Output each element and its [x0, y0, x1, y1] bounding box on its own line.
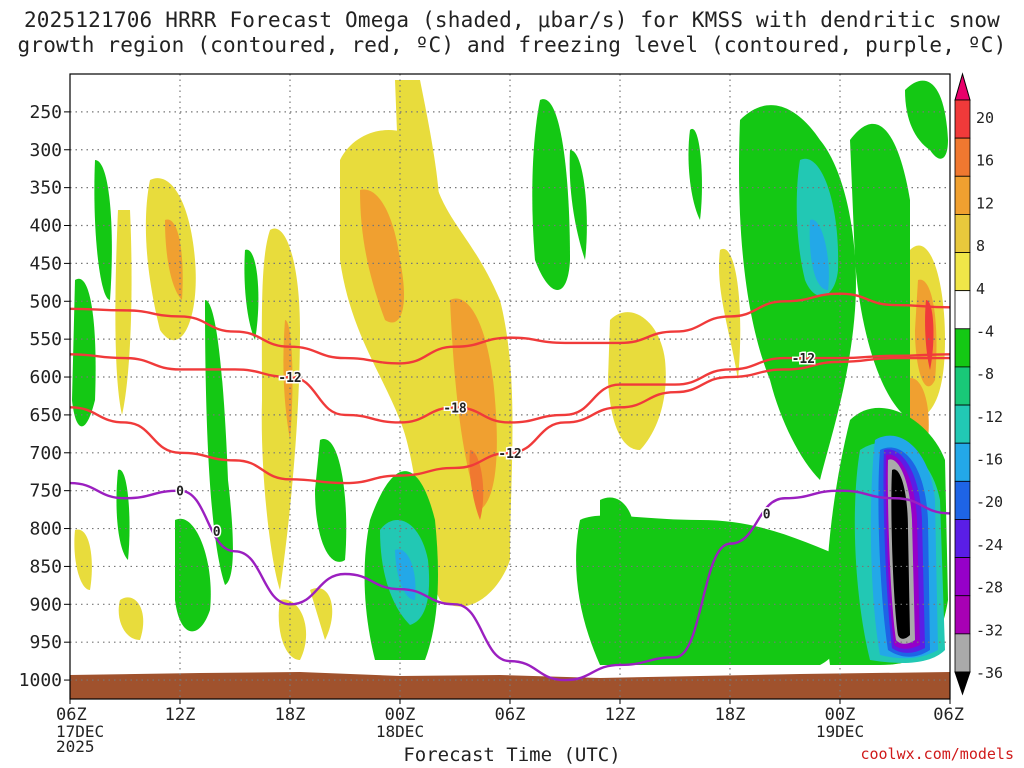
y-tick-label: 800 [29, 519, 62, 540]
y-tick-label: 850 [29, 556, 62, 577]
y-tick-label: 650 [29, 405, 62, 426]
colorbar-tick-label: -4 [976, 322, 994, 340]
x-tick-label: 18Z [715, 705, 746, 725]
colorbar-swatch [954, 175, 971, 215]
colorbar-swatch [954, 99, 971, 139]
freezing-contour-label: 0 [763, 507, 771, 522]
dgz-contour-label: -12 [498, 447, 521, 462]
colorbar-swatch [954, 328, 971, 368]
x-axis-title: Forecast Time (UTC) [403, 744, 621, 766]
y-tick-label: 500 [29, 291, 62, 312]
y-tick-label: 700 [29, 443, 62, 464]
y-tick-label: 900 [29, 594, 62, 615]
site-credit: coolwx.com/models [860, 745, 1014, 763]
freezing-contour-label: 0 [213, 525, 221, 540]
colorbar-swatch [954, 480, 971, 520]
chart-title-line-2: growth region (contoured, red, ºC) and f… [17, 33, 1007, 57]
colorbar-swatch [954, 404, 971, 444]
colorbar-tick-label: -24 [976, 536, 1003, 554]
colorbar-tick-label: -36 [976, 664, 1003, 682]
colorbar-top-triangle [954, 72, 971, 101]
y-tick-label: 400 [29, 216, 62, 237]
x-tick-label: 18Z [275, 705, 306, 725]
colorbar-swatch [954, 137, 971, 177]
colorbar-tick-label: -8 [976, 365, 994, 383]
colorbar-tick-label: 20 [976, 109, 994, 127]
y-tick-label: 1000 [19, 670, 62, 691]
x-tick-label: 06Z [56, 705, 87, 725]
colorbar-tick-label: 4 [976, 280, 985, 298]
y-tick-label: 750 [29, 481, 62, 502]
contour-freezing-level [70, 481, 950, 682]
colorbar-tick-label: -16 [976, 451, 1003, 469]
contour-dgz-bottom [70, 356, 950, 485]
colorbar-swatch [954, 633, 971, 673]
freezing-contour-label: 0 [176, 485, 184, 500]
contour-lines [70, 292, 950, 682]
x-tick-label: 00Z [825, 705, 856, 725]
x-date-label: 17DEC [56, 722, 104, 741]
colorbar-swatch [954, 366, 971, 406]
chart-title-line-1: 2025121706 HRRR Forecast Omega (shaded, … [23, 8, 1001, 32]
y-tick-label: 600 [29, 367, 62, 388]
colorbar-swatch [954, 442, 971, 482]
x-date-label: 2025 [56, 737, 95, 756]
contour-dgz-top [70, 292, 950, 365]
colorbar-swatch [954, 557, 971, 597]
colorbar-tick-label: 12 [976, 194, 994, 212]
colorbar-swatch [954, 213, 971, 253]
x-date-label: 19DEC [816, 722, 864, 741]
y-tick-label: 300 [29, 140, 62, 161]
colorbar-swatch [954, 252, 971, 292]
x-tick-label: 12Z [165, 705, 196, 725]
x-date-label: 18DEC [376, 722, 424, 741]
colorbar-tick-label: -32 [976, 621, 1003, 639]
plot-frame [69, 73, 951, 700]
x-tick-label: 06Z [933, 705, 964, 725]
x-tick-label: 00Z [385, 705, 416, 725]
contour-dgz-mid [70, 353, 950, 424]
y-axis: 250 300 350 400 450 500 550 600 650 700 750 800 850 9… [19, 102, 70, 691]
dgz-contour-label: -12 [278, 371, 301, 386]
y-tick-label: 350 [29, 178, 62, 199]
colorbar-swatch [954, 519, 971, 559]
dgz-contour-label: -12 [792, 352, 815, 367]
y-tick-label: 450 [29, 253, 62, 274]
x-tick-label: 12Z [605, 705, 636, 725]
y-tick-label: 950 [29, 632, 62, 653]
contour-labels: -12 -18 -12 -12 0 0 0 [175, 351, 817, 542]
colorbar-tick-label: -28 [976, 579, 1003, 597]
colorbar-tick-label: -20 [976, 493, 1003, 511]
dgz-contour-label: -18 [443, 401, 467, 416]
y-tick-label: 550 [29, 329, 62, 350]
y-tick-label: 250 [29, 102, 62, 123]
colorbar-tick-label: 8 [976, 237, 985, 255]
colorbar-swatch [954, 290, 971, 330]
x-axis: 06Z 12Z 18Z 00Z 06Z 12Z 18Z 00Z 06Z17DEC202518DE… [56, 699, 964, 756]
colorbar-tick-label: -12 [976, 408, 1003, 426]
colorbar: 20 16 12 8 4 -4 -8 -12 -16 -20 -24 -28 -32 -36 [954, 72, 1003, 696]
colorbar-tick-label: 16 [976, 152, 994, 170]
colorbar-bottom-triangle [954, 671, 971, 696]
x-tick-label: 06Z [495, 705, 526, 725]
omega-shading [70, 80, 950, 699]
colorbar-swatch [954, 595, 971, 635]
